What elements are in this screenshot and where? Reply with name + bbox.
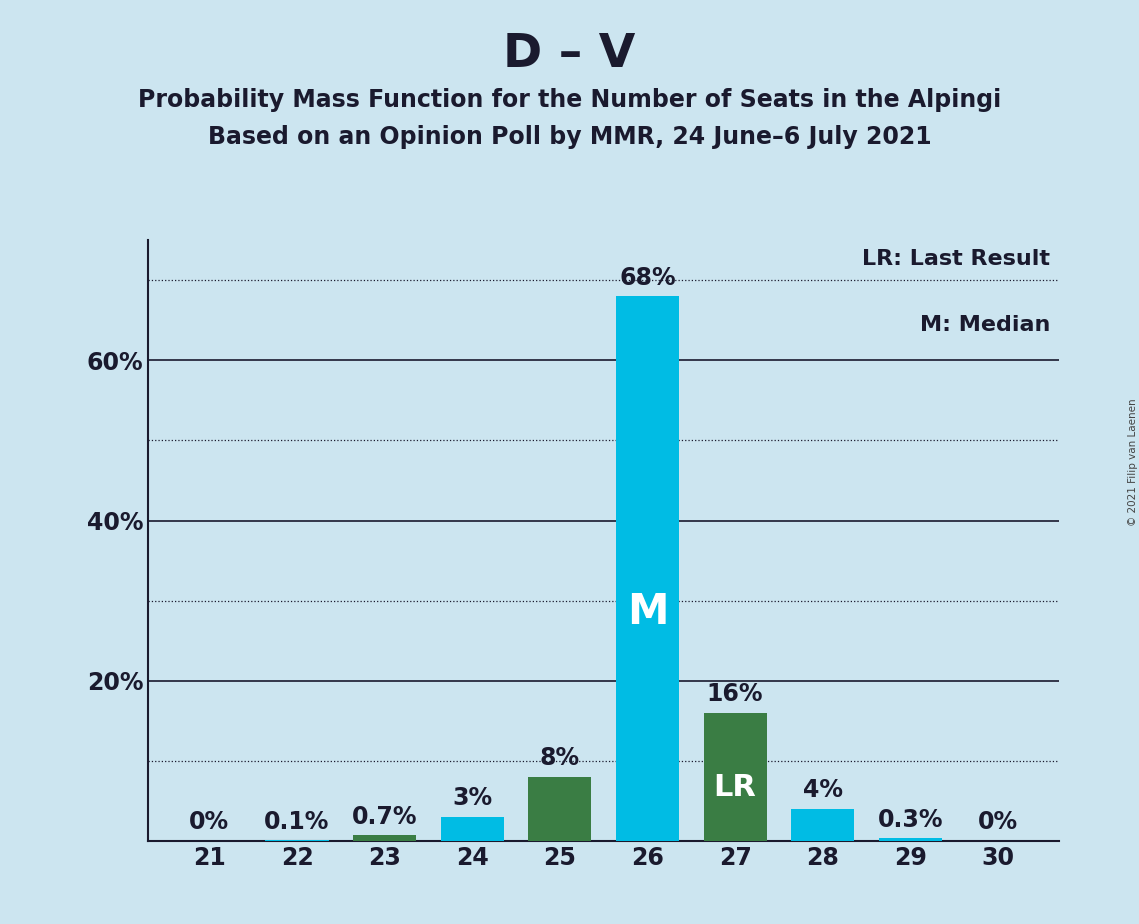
Text: 0%: 0% <box>189 810 229 834</box>
Text: 8%: 8% <box>540 747 580 771</box>
Text: LR: Last Result: LR: Last Result <box>862 249 1050 269</box>
Bar <box>353 835 416 841</box>
Text: 68%: 68% <box>620 266 675 290</box>
Text: Probability Mass Function for the Number of Seats in the Alpingi: Probability Mass Function for the Number… <box>138 88 1001 112</box>
Text: © 2021 Filip van Laenen: © 2021 Filip van Laenen <box>1129 398 1138 526</box>
Bar <box>704 712 767 841</box>
Text: 0%: 0% <box>978 810 1018 834</box>
Bar <box>528 777 591 841</box>
Text: 16%: 16% <box>707 682 763 706</box>
Bar <box>879 838 942 841</box>
Text: 0.3%: 0.3% <box>877 808 943 832</box>
Text: 0.7%: 0.7% <box>352 805 417 829</box>
Text: 3%: 3% <box>452 786 492 810</box>
Text: 0.1%: 0.1% <box>264 809 329 833</box>
Text: LR: LR <box>714 772 756 801</box>
Bar <box>441 817 503 841</box>
Text: M: M <box>626 591 669 633</box>
Text: M: Median: M: Median <box>920 315 1050 335</box>
Bar <box>616 297 679 841</box>
Bar <box>792 808 854 841</box>
Text: Based on an Opinion Poll by MMR, 24 June–6 July 2021: Based on an Opinion Poll by MMR, 24 June… <box>207 125 932 149</box>
Text: D – V: D – V <box>503 32 636 78</box>
Text: 4%: 4% <box>803 778 843 802</box>
